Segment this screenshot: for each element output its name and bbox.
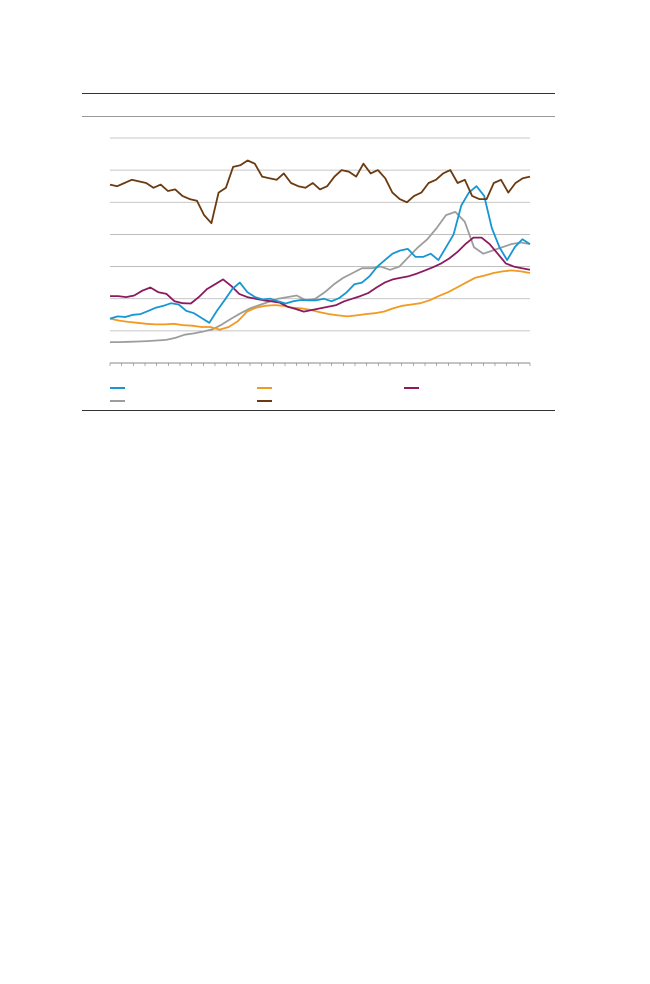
gridlines bbox=[110, 137, 530, 332]
legend-swatch-orange bbox=[257, 387, 272, 389]
line-chart bbox=[109, 137, 531, 366]
legend-swatch-brown bbox=[257, 400, 272, 402]
series-line-gray bbox=[110, 210, 531, 344]
legend-item-purple bbox=[404, 382, 425, 394]
legend-item-gray bbox=[110, 395, 131, 407]
legend-swatch-blue bbox=[110, 387, 125, 389]
top-rule bbox=[82, 93, 555, 94]
legend-swatch-gray bbox=[110, 400, 125, 402]
legend-item-orange bbox=[257, 382, 278, 394]
header-rule bbox=[82, 116, 555, 117]
x-axis bbox=[109, 362, 531, 366]
legend-item-blue bbox=[110, 382, 131, 394]
series-line-brown bbox=[109, 159, 531, 225]
legend-item-brown bbox=[257, 395, 278, 407]
legend-swatch-purple bbox=[404, 387, 419, 389]
series-line-blue bbox=[109, 185, 531, 324]
series-line-purple bbox=[110, 236, 531, 313]
series-line-orange bbox=[109, 269, 531, 331]
series-lines bbox=[109, 159, 531, 344]
bottom-rule bbox=[82, 410, 555, 411]
